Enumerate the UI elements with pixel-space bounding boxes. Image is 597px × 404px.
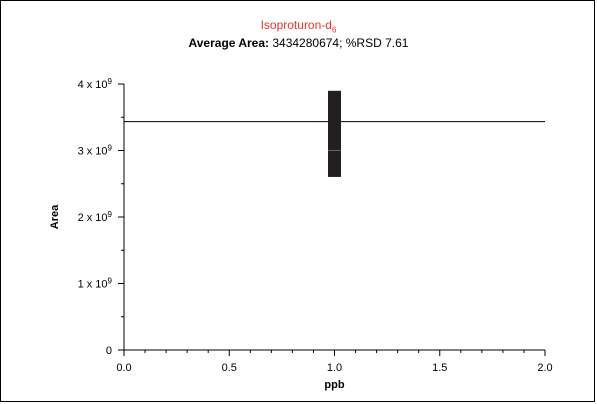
y-tick-exponent: 9 (108, 77, 113, 86)
x-tick-label: 1.5 (432, 362, 447, 374)
y-tick-exponent: 9 (108, 277, 113, 286)
y-tick-exponent: 9 (108, 210, 113, 219)
y-axis-title: Area (49, 204, 61, 229)
x-axis-title: ppb (324, 379, 344, 391)
x-tick-label: 0.5 (222, 362, 237, 374)
y-tick-label: 1 x 109 (78, 277, 113, 291)
y-tick-exponent: 9 (108, 144, 113, 153)
x-tick-label: 0.0 (116, 362, 131, 374)
x-tick-label: 2.0 (537, 362, 552, 374)
data-point (328, 164, 341, 177)
y-tick-label: 4 x 109 (78, 77, 113, 91)
y-tick-label: 2 x 109 (78, 210, 113, 224)
y-tick-label: 0 (106, 345, 112, 357)
data-point (328, 137, 341, 150)
y-tick-label: 3 x 109 (78, 144, 113, 158)
x-tick-label: 1.0 (327, 362, 342, 374)
